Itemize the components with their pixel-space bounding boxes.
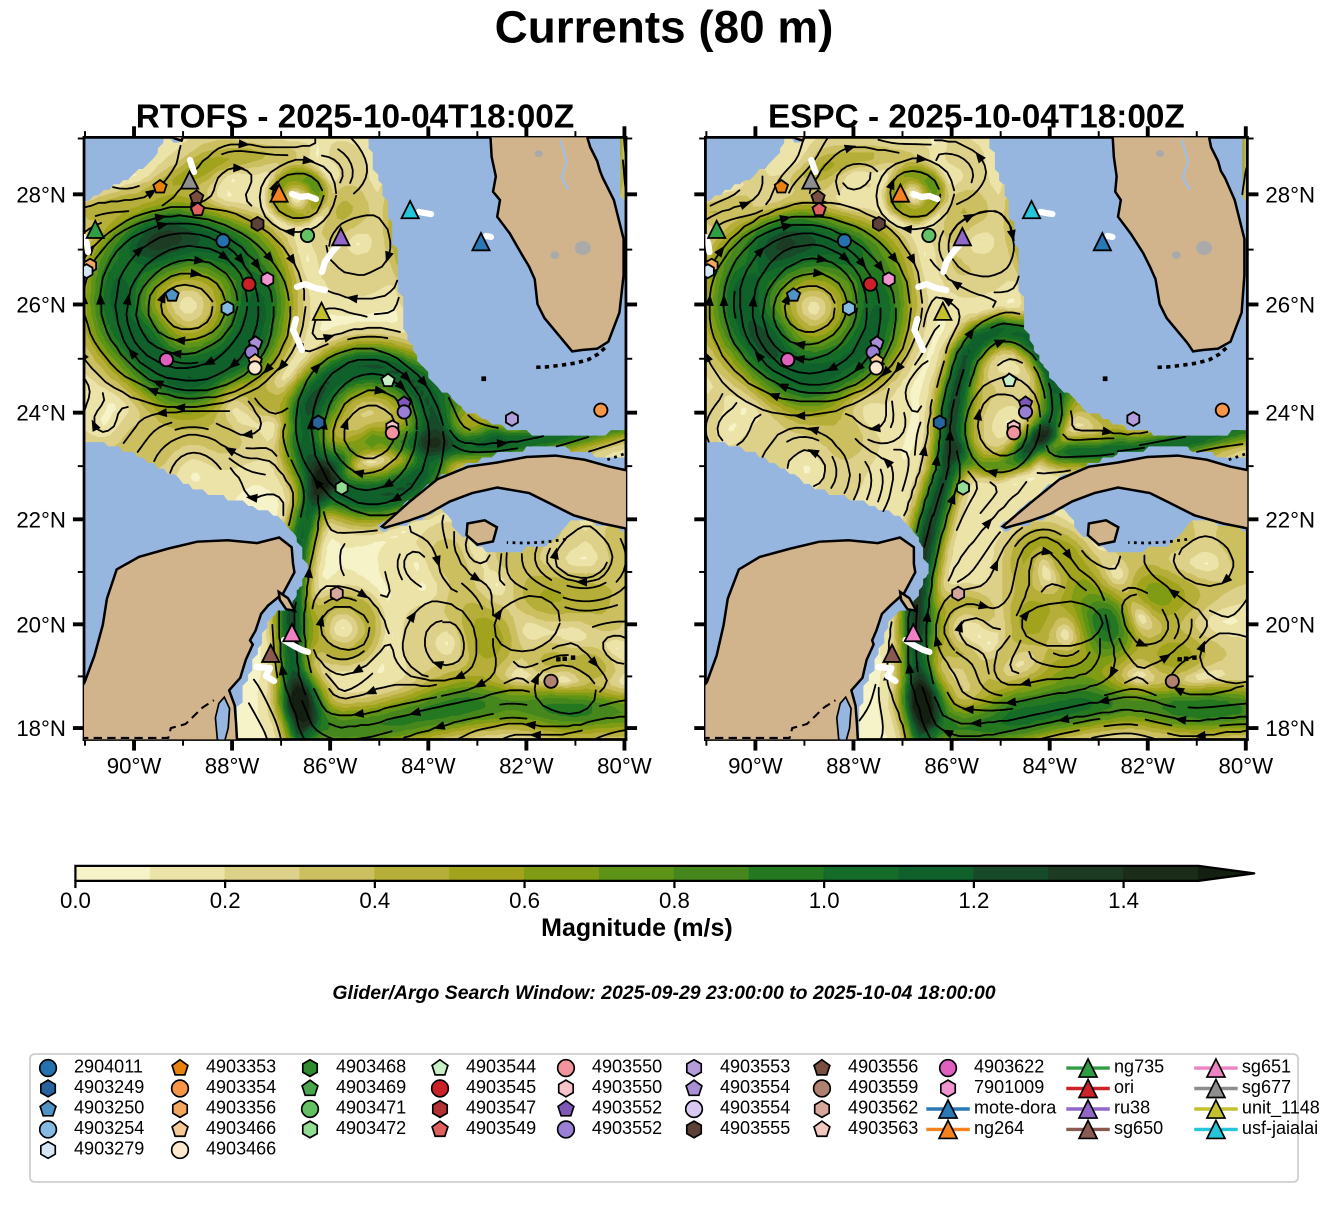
svg-text:ori: ori — [1114, 1077, 1134, 1097]
svg-text:sg677: sg677 — [1242, 1077, 1291, 1097]
svg-text:80°W: 80°W — [1219, 754, 1274, 779]
svg-text:RTOFS - 2025-10-04T18:00Z: RTOFS - 2025-10-04T18:00Z — [136, 99, 574, 136]
svg-text:80°W: 80°W — [597, 754, 652, 779]
svg-text:82°W: 82°W — [499, 754, 554, 779]
svg-text:28°N: 28°N — [16, 182, 66, 207]
svg-text:4903254: 4903254 — [74, 1118, 144, 1138]
svg-text:0.0: 0.0 — [60, 888, 91, 913]
svg-text:4903553: 4903553 — [720, 1057, 790, 1077]
svg-text:4903469: 4903469 — [336, 1077, 406, 1097]
svg-text:sg651: sg651 — [1242, 1057, 1291, 1077]
svg-text:86°W: 86°W — [303, 754, 358, 779]
svg-text:4903555: 4903555 — [720, 1118, 790, 1138]
svg-text:0.6: 0.6 — [509, 888, 540, 913]
svg-text:82°W: 82°W — [1120, 754, 1175, 779]
svg-text:22°N: 22°N — [16, 507, 66, 532]
svg-text:88°W: 88°W — [205, 754, 260, 779]
svg-text:90°W: 90°W — [728, 754, 783, 779]
svg-text:4903544: 4903544 — [466, 1057, 536, 1077]
svg-text:20°N: 20°N — [16, 612, 66, 637]
svg-text:18°N: 18°N — [1265, 716, 1315, 741]
svg-text:4903471: 4903471 — [336, 1098, 406, 1118]
svg-text:1.0: 1.0 — [809, 888, 840, 913]
svg-text:Magnitude (m/s): Magnitude (m/s) — [541, 914, 733, 942]
svg-text:1.4: 1.4 — [1108, 888, 1139, 913]
svg-text:Currents (80 m): Currents (80 m) — [495, 1, 834, 52]
svg-text:ng264: ng264 — [974, 1118, 1024, 1138]
svg-text:unit_1148: unit_1148 — [1242, 1098, 1320, 1119]
svg-text:24°N: 24°N — [16, 401, 66, 426]
svg-text:22°N: 22°N — [1265, 507, 1315, 532]
svg-text:4903466: 4903466 — [206, 1118, 276, 1138]
svg-text:4903249: 4903249 — [74, 1077, 144, 1097]
svg-text:4903468: 4903468 — [336, 1057, 406, 1077]
svg-text:4903356: 4903356 — [206, 1098, 276, 1118]
svg-text:1.2: 1.2 — [958, 888, 989, 913]
svg-text:26°N: 26°N — [1265, 293, 1315, 318]
svg-text:4903549: 4903549 — [466, 1118, 536, 1138]
svg-text:26°N: 26°N — [16, 293, 66, 318]
svg-text:4903554: 4903554 — [720, 1077, 790, 1097]
svg-text:4903562: 4903562 — [848, 1098, 918, 1118]
svg-text:0.8: 0.8 — [659, 888, 690, 913]
svg-text:4903279: 4903279 — [74, 1139, 144, 1159]
svg-text:0.2: 0.2 — [210, 888, 241, 913]
svg-text:0.4: 0.4 — [359, 888, 390, 913]
svg-text:20°N: 20°N — [1265, 612, 1315, 637]
svg-text:4903472: 4903472 — [336, 1118, 406, 1138]
svg-text:4903545: 4903545 — [466, 1077, 536, 1097]
svg-text:mote-dora: mote-dora — [974, 1098, 1057, 1118]
svg-text:4903559: 4903559 — [848, 1077, 918, 1097]
svg-text:84°W: 84°W — [1022, 754, 1077, 779]
svg-text:Glider/Argo Search Window: 202: Glider/Argo Search Window: 2025-09-29 23… — [332, 982, 995, 1004]
svg-text:18°N: 18°N — [16, 716, 66, 741]
svg-text:4903353: 4903353 — [206, 1057, 276, 1077]
svg-text:4903466: 4903466 — [206, 1139, 276, 1159]
svg-text:28°N: 28°N — [1265, 182, 1315, 207]
svg-text:4903622: 4903622 — [974, 1057, 1044, 1077]
svg-text:4903554: 4903554 — [720, 1098, 790, 1118]
svg-text:84°W: 84°W — [401, 754, 456, 779]
svg-text:86°W: 86°W — [924, 754, 979, 779]
svg-text:24°N: 24°N — [1265, 401, 1315, 426]
svg-text:7901009: 7901009 — [974, 1077, 1044, 1097]
svg-text:4903556: 4903556 — [848, 1057, 918, 1077]
svg-text:4903550: 4903550 — [592, 1077, 662, 1097]
svg-text:sg650: sg650 — [1114, 1118, 1163, 1138]
svg-text:4903552: 4903552 — [592, 1098, 662, 1118]
svg-text:4903550: 4903550 — [592, 1057, 662, 1077]
svg-text:usf-jaialai: usf-jaialai — [1242, 1118, 1318, 1138]
svg-text:ru38: ru38 — [1114, 1098, 1150, 1118]
svg-text:4903250: 4903250 — [74, 1098, 144, 1118]
svg-text:90°W: 90°W — [107, 754, 162, 779]
svg-text:ng735: ng735 — [1114, 1057, 1164, 1077]
svg-text:4903552: 4903552 — [592, 1118, 662, 1138]
svg-text:88°W: 88°W — [826, 754, 881, 779]
svg-text:4903354: 4903354 — [206, 1077, 276, 1097]
svg-text:4903547: 4903547 — [466, 1098, 536, 1118]
svg-text:ESPC - 2025-10-04T18:00Z: ESPC - 2025-10-04T18:00Z — [768, 99, 1185, 136]
svg-text:2904011: 2904011 — [74, 1057, 143, 1077]
svg-text:4903563: 4903563 — [848, 1118, 918, 1138]
